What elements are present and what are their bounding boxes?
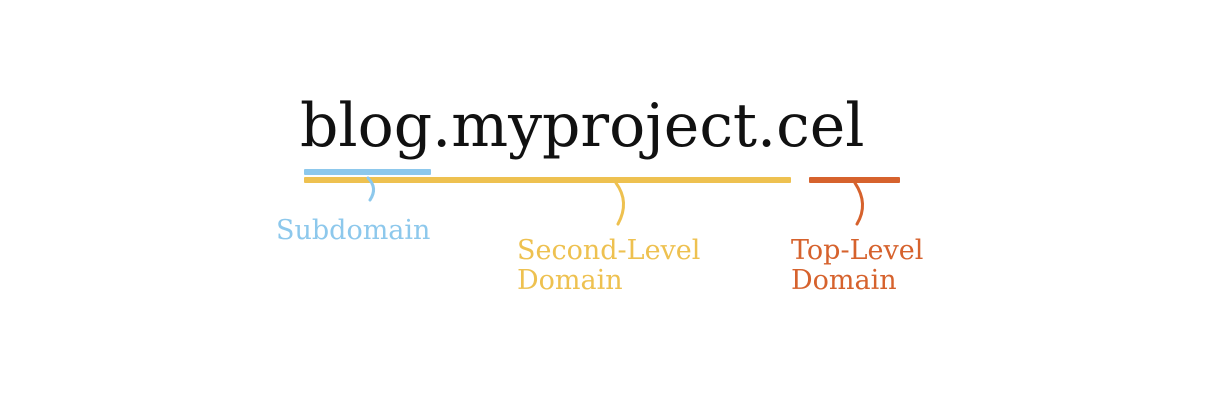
subdomain-underline <box>304 169 431 175</box>
subdomain-label-text: Subdomain <box>276 215 431 246</box>
second-level-label: Second-Level Domain <box>517 236 700 296</box>
subdomain-label: Subdomain <box>276 216 430 246</box>
domain-name-text: blog.myproject.cel <box>300 91 865 161</box>
second-level-label-line-1: Second-Level <box>517 235 701 266</box>
top-level-label-line-2: Domain <box>791 265 897 296</box>
subdomain-connector <box>366 176 375 202</box>
top-level-label-line-1: Top-Level <box>791 235 924 266</box>
top-level-label: Top-Level Domain <box>791 236 923 296</box>
second-level-connector <box>614 181 625 226</box>
second-level-underline <box>304 177 791 183</box>
top-level-connector <box>853 181 864 226</box>
second-level-label-line-2: Domain <box>517 265 623 296</box>
top-level-underline <box>809 177 900 183</box>
